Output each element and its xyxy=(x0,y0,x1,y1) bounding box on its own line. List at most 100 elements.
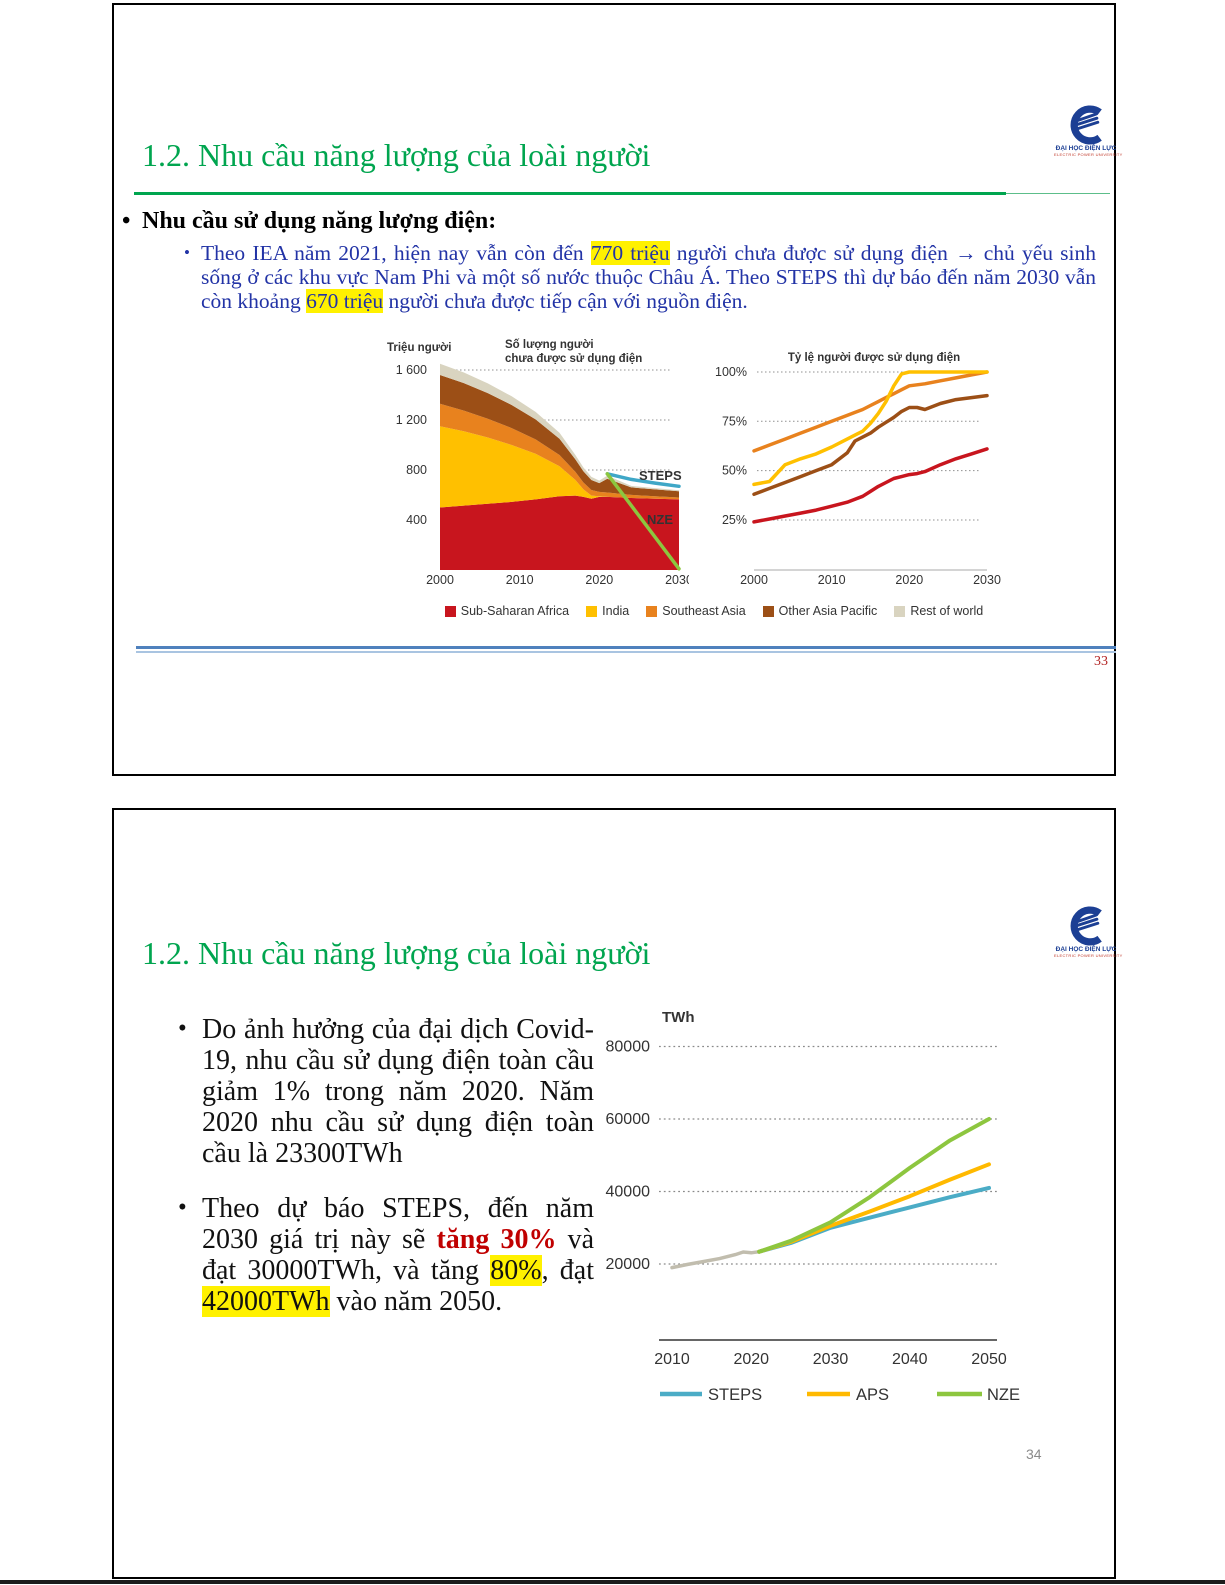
x-tick-label: 2050 xyxy=(971,1351,1007,1368)
legend-item: India xyxy=(586,604,629,618)
y-tick-label: 1 200 xyxy=(396,413,427,427)
x-tick-label: 2030 xyxy=(973,573,1001,587)
slide-33: ĐẠI HỌC ĐIỆN LỰC ELECTRIC POWER UNIVERSI… xyxy=(112,3,1123,776)
y-tick-label: 75% xyxy=(722,414,747,428)
area-other-asia-pacific xyxy=(440,375,679,498)
y-tick-label: 400 xyxy=(406,513,427,527)
bullet-marker: • xyxy=(178,1194,187,1221)
chart-electricity-access-share: 25% 50% 75% 100% 2000 2010 2020 2030 Tỷ lệ người… xyxy=(715,352,1001,587)
area-sub-saharan-africa xyxy=(440,495,679,570)
y-tick-label: 80000 xyxy=(606,1039,651,1056)
text-run: vào năm 2050. xyxy=(329,1286,503,1317)
legend-swatch xyxy=(444,605,456,617)
projection-line-nze xyxy=(605,472,681,571)
chart-title: chưa được sử dụng điện xyxy=(505,353,642,365)
projection-line-steps xyxy=(605,472,681,489)
list-item: • Theo dự báo STEPS, đến năm 2030 giá tr… xyxy=(178,1193,594,1317)
text-run: và đạt 30000TWh, và tăng xyxy=(202,1224,594,1286)
x-tick-label: 2030 xyxy=(813,1351,849,1368)
bullet-marker: • xyxy=(178,1015,187,1042)
bullet-heading: • Nhu cầu sử dụng năng lượng điện: xyxy=(122,208,496,235)
next-page-edge xyxy=(0,1580,1225,1584)
legend-label-steps: STEPS xyxy=(708,1386,762,1404)
x-tick-label: 2010 xyxy=(506,573,534,587)
list-item: • Do ảnh hưởng của đại dịch Covid-19, nh… xyxy=(178,1014,594,1169)
y-axis-label: TWh xyxy=(662,1009,694,1026)
highlight-80pct: 80% xyxy=(490,1255,542,1286)
y-axis-label: Triệu người xyxy=(387,342,451,354)
steps-label: STEPS xyxy=(639,468,682,483)
x-tick-label: 2020 xyxy=(733,1351,769,1368)
legend-swatch xyxy=(762,605,774,617)
legend-label: Other Asia Pacific xyxy=(778,604,878,618)
divider-line-light xyxy=(136,651,1116,653)
slide-body-text: • Do ảnh hưởng của đại dịch Covid-19, nh… xyxy=(178,1014,594,1317)
x-tick-label: 2010 xyxy=(818,573,846,587)
y-tick-label: 25% xyxy=(722,513,747,527)
legend-label: India xyxy=(602,604,630,618)
legend-item: Southeast Asia xyxy=(646,604,746,618)
legend-item: Sub-Saharan Africa xyxy=(444,604,570,618)
y-tick-label: 20000 xyxy=(606,1256,651,1273)
legend-label: Southeast Asia xyxy=(662,604,746,618)
bullet-text: Theo dự báo STEPS, đến năm 2030 giá trị … xyxy=(202,1193,594,1317)
x-tick-label: 2000 xyxy=(426,573,454,587)
text-run: Theo IEA năm 2021, hiện nay vẫn còn đến xyxy=(201,241,591,265)
legend-label-nze: NZE xyxy=(987,1386,1020,1404)
x-tick-label: 2020 xyxy=(585,573,613,587)
highlight-670-trieu: 670 triệu xyxy=(306,289,384,313)
y-tick-label: 60000 xyxy=(606,1111,651,1128)
highlight-770-trieu: 770 triệu xyxy=(590,241,670,265)
bullet-heading-text: Nhu cầu sử dụng năng lượng điện: xyxy=(142,208,497,234)
sub-bullet-text: Theo IEA năm 2021, hiện nay vẫn còn đến … xyxy=(201,241,1096,313)
legend-label-aps: APS xyxy=(856,1386,889,1404)
y-tick-label: 50% xyxy=(722,464,747,478)
bullet-text: Do ảnh hưởng của đại dịch Covid-19, nhu … xyxy=(202,1014,594,1169)
y-tick-label: 800 xyxy=(406,463,427,477)
line-other-asia-pacific xyxy=(752,393,989,497)
line-sub-saharan-africa xyxy=(752,447,989,524)
university-name: ĐẠI HỌC ĐIỆN LỰC xyxy=(1055,145,1117,152)
area-rest-of-world xyxy=(440,363,679,492)
x-tick-label: 2020 xyxy=(895,573,923,587)
red-emphasis-30pct: tăng 30% xyxy=(436,1224,557,1255)
line-nze xyxy=(757,1117,991,1254)
page-number: 33 xyxy=(1094,654,1108,669)
university-emblem-icon xyxy=(1070,906,1102,946)
x-tick-label: 2030 xyxy=(665,573,689,587)
chart-title: Số lượng người xyxy=(505,339,594,351)
x-tick-label: 2000 xyxy=(740,573,768,587)
university-logo: ĐẠI HỌC ĐIỆN LỰC ELECTRIC POWER UNIVERSI… xyxy=(1054,105,1123,157)
legend-swatch xyxy=(646,605,658,617)
chart-people-without-electricity: 400 800 1 200 1 600 2000 2010 2020 2030 Triệu ng… xyxy=(387,339,689,587)
chart-electricity-demand-twh: 20000 40000 60000 80000 TWh 2010 2020 2030 2040 2… xyxy=(606,1009,1021,1404)
university-subname: ELECTRIC POWER UNIVERSITY xyxy=(1054,152,1123,157)
legend-item: Other Asia Pacific xyxy=(762,604,878,618)
university-name: ĐẠI HỌC ĐIỆN LỰC xyxy=(1055,946,1117,953)
title-underline xyxy=(134,192,1006,195)
title-underline-tail xyxy=(1006,193,1110,194)
highlight-42000twh: 42000TWh xyxy=(202,1286,330,1317)
y-tick-label: 1 600 xyxy=(396,363,427,377)
chart-title: Tỷ lệ người được sử dụng điện xyxy=(788,352,960,364)
legend-swatch xyxy=(894,605,906,617)
x-tick-label: 2040 xyxy=(892,1351,928,1368)
y-tick-label: 40000 xyxy=(606,1184,651,1201)
university-subname: ELECTRIC POWER UNIVERSITY xyxy=(1054,953,1123,958)
university-logo: ĐẠI HỌC ĐIỆN LỰC ELECTRIC POWER UNIVERSI… xyxy=(1054,906,1123,958)
line-southeast-asia xyxy=(752,370,989,453)
divider-line xyxy=(136,646,1116,649)
area-southeast-asia xyxy=(440,403,679,500)
text-run: người chưa được tiếp cận với nguồn điện. xyxy=(383,289,748,313)
bullet-marker: • xyxy=(122,208,131,234)
area-india xyxy=(440,426,679,508)
text-run: người chưa được sử dụng điện → chủ yếu s… xyxy=(201,241,1096,313)
x-tick-label: 2010 xyxy=(654,1351,690,1368)
page-number: 34 xyxy=(1026,1446,1042,1462)
text-run: Theo dự báo STEPS, đến năm 2030 giá trị … xyxy=(202,1193,594,1255)
text-run: , đạt xyxy=(541,1255,595,1286)
legend-label: Sub-Saharan Africa xyxy=(460,604,570,618)
university-emblem-icon xyxy=(1070,105,1102,145)
slide-title: 1.2. Nhu cầu năng lượng của loài người xyxy=(142,935,651,971)
